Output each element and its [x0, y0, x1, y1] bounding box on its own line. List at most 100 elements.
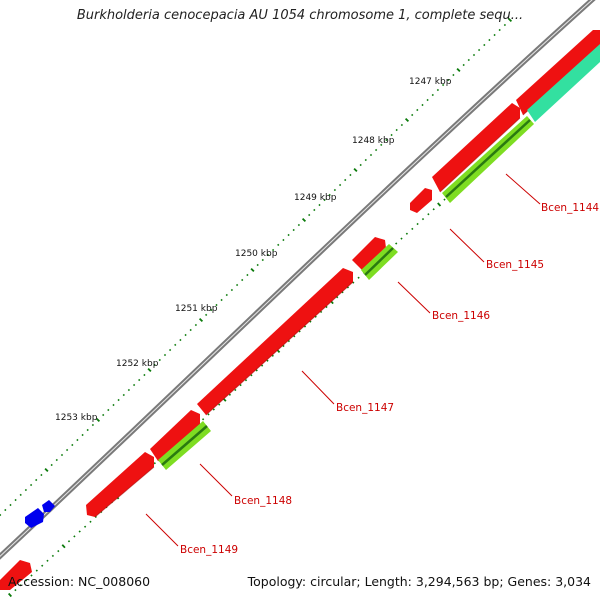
tick-mark	[374, 148, 378, 152]
tick-mark	[184, 333, 187, 337]
tick-mark	[81, 433, 84, 437]
tick-mark	[507, 17, 513, 23]
reverse-strand-features	[25, 500, 55, 528]
cds-feature[interactable]	[150, 410, 200, 461]
ruler-label-1247: 1247 kbp	[409, 77, 452, 87]
ruler-label-1252: 1252 kbp	[116, 359, 159, 369]
tick-mark	[35, 478, 38, 482]
tick-mark	[498, 28, 501, 32]
tick-mark	[447, 78, 450, 82]
tick-mark	[0, 513, 2, 517]
tick-mark	[19, 493, 22, 497]
gene-label-bcen-1149[interactable]: Bcen_1149	[180, 544, 238, 556]
tick-mark	[456, 67, 461, 73]
cds-feature[interactable]	[516, 30, 600, 115]
ruler-label-1249: 1249 kbp	[294, 193, 337, 203]
gene-label-bcen-1144[interactable]: Bcen_1144	[541, 202, 599, 214]
cds-feature[interactable]	[197, 268, 353, 415]
tick-mark	[277, 243, 280, 247]
cds-feature-reverse[interactable]	[42, 500, 55, 512]
tick-mark	[117, 398, 120, 402]
tick-mark	[91, 423, 95, 427]
tick-mark	[215, 303, 218, 307]
tick-mark	[163, 353, 167, 357]
tick-mark	[225, 293, 228, 297]
cds-feature[interactable]	[0, 560, 32, 590]
tick-mark	[24, 488, 28, 492]
ruler-label-1248: 1248 kbp	[352, 136, 395, 146]
gene-label-bcen-1145[interactable]: Bcen_1145	[486, 259, 544, 271]
tick-mark	[61, 544, 66, 549]
tick-mark	[250, 267, 255, 273]
cds-feature[interactable]	[410, 188, 432, 213]
tick-mark	[107, 408, 110, 412]
chromosome-backbone	[0, 0, 596, 560]
tick-mark	[452, 73, 455, 77]
tick-mark	[411, 227, 414, 231]
tick-mark	[168, 348, 172, 352]
genome-summary: Topology: circular; Length: 3,294,563 bp…	[247, 574, 591, 589]
tick-mark	[416, 222, 419, 226]
tick-mark	[78, 530, 81, 533]
tick-mark	[230, 288, 234, 292]
tick-mark	[369, 153, 373, 157]
tick-mark	[83, 525, 87, 528]
tick-mark	[266, 253, 270, 257]
tick-mark	[46, 559, 49, 562]
ruler-labels: 1247 kbp 1248 kbp 1249 kbp 1250 kbp 1251…	[55, 77, 452, 423]
tick-mark	[179, 338, 182, 342]
tick-mark	[174, 343, 177, 347]
gene-label-bcen-1148[interactable]: Bcen_1148	[234, 495, 292, 507]
tick-mark	[35, 569, 38, 572]
cds-feature[interactable]	[86, 452, 154, 517]
tick-mark	[328, 193, 331, 197]
gene-label-bcen-1146[interactable]: Bcen_1146	[432, 310, 490, 322]
tick-mark	[30, 574, 33, 577]
cds-features	[0, 30, 600, 590]
tick-mark	[462, 63, 465, 67]
tick-mark	[353, 167, 358, 173]
tick-mark	[60, 453, 64, 457]
tick-mark	[333, 188, 337, 192]
gene-feature-teal[interactable]	[527, 44, 600, 122]
tick-mark	[297, 223, 301, 227]
tick-mark	[443, 198, 446, 201]
tick-mark	[488, 38, 491, 42]
tick-mark	[158, 358, 161, 362]
tick-mark	[147, 367, 152, 373]
tick-mark	[19, 584, 22, 587]
tick-mark	[261, 258, 264, 262]
tick-mark	[24, 579, 28, 582]
tick-mark	[132, 383, 136, 387]
tick-mark	[4, 508, 7, 512]
gene-label-bcen-1147[interactable]: Bcen_1147	[336, 402, 394, 414]
tick-mark	[380, 143, 383, 147]
label-leaders	[145, 173, 541, 547]
tick-mark	[472, 53, 476, 57]
tick-mark	[301, 217, 307, 223]
tick-mark	[122, 393, 125, 397]
tick-mark	[395, 128, 398, 132]
tick-mark	[437, 202, 442, 207]
cds-feature-reverse[interactable]	[25, 508, 44, 528]
tick-mark	[427, 213, 430, 216]
tick-mark	[7, 592, 13, 598]
cds-feature[interactable]	[352, 237, 386, 270]
tick-mark	[65, 448, 69, 452]
tick-mark	[282, 238, 285, 242]
tick-mark	[436, 88, 440, 92]
tick-mark	[112, 403, 115, 407]
tick-mark	[220, 298, 223, 302]
cds-feature[interactable]	[432, 103, 520, 192]
tick-mark	[313, 208, 316, 212]
tick-mark	[390, 133, 393, 137]
tick-mark	[198, 317, 204, 323]
tick-mark	[400, 237, 403, 240]
tick-mark	[51, 554, 55, 558]
tick-mark	[385, 138, 388, 142]
tick-mark	[44, 467, 49, 473]
tick-mark	[76, 438, 79, 442]
ruler-label-1251: 1251 kbp	[175, 304, 218, 314]
tick-mark	[256, 263, 259, 267]
